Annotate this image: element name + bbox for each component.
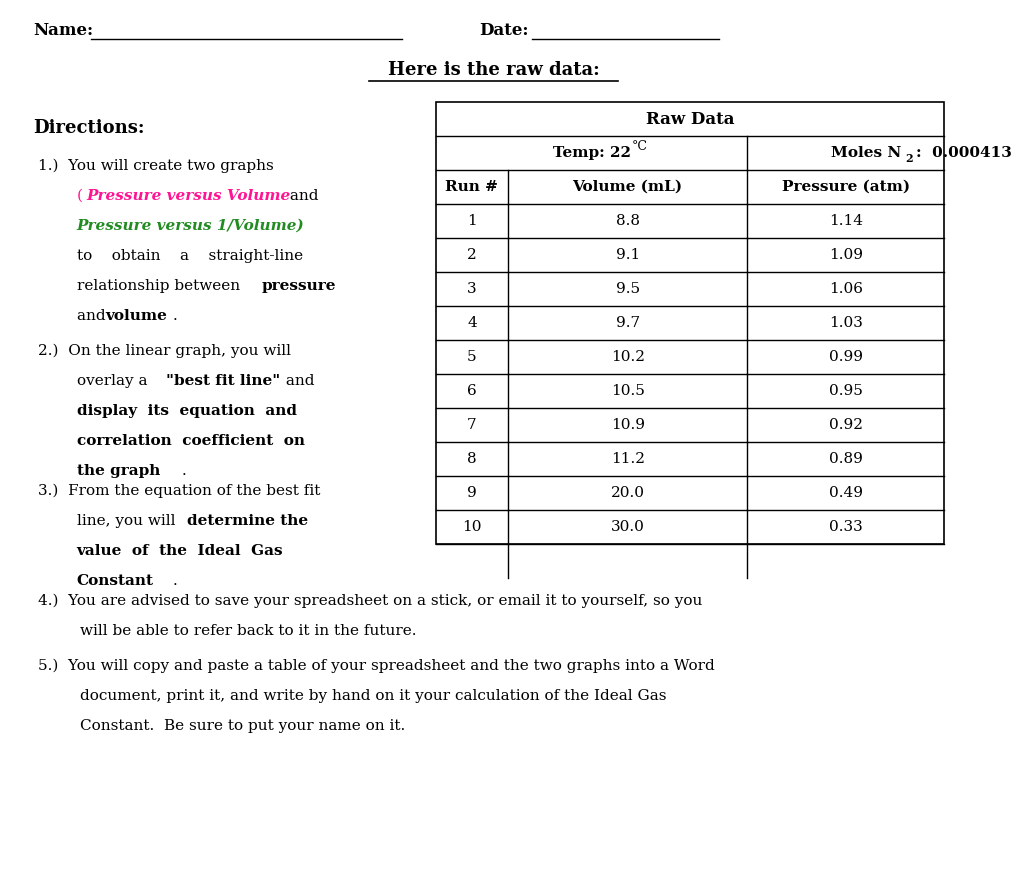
Text: Temp: 22: Temp: 22 xyxy=(553,146,631,160)
Text: 6: 6 xyxy=(467,384,477,398)
Text: 0.49: 0.49 xyxy=(828,486,862,500)
Text: .: . xyxy=(172,309,177,323)
Text: overlay a: overlay a xyxy=(77,374,152,388)
Text: 3: 3 xyxy=(467,282,477,296)
Text: 0.95: 0.95 xyxy=(828,384,862,398)
Text: Raw Data: Raw Data xyxy=(646,110,734,128)
Text: 20.0: 20.0 xyxy=(610,486,645,500)
Text: determine the: determine the xyxy=(186,514,308,528)
Text: 8.8: 8.8 xyxy=(615,214,640,228)
Text: correlation  coefficient  on: correlation coefficient on xyxy=(77,434,305,448)
Text: and: and xyxy=(281,374,314,388)
Text: 9: 9 xyxy=(467,486,477,500)
Text: "best fit line": "best fit line" xyxy=(166,374,280,388)
Text: 1.03: 1.03 xyxy=(828,316,862,330)
Text: Pressure (atm): Pressure (atm) xyxy=(781,180,909,194)
Text: 0.33: 0.33 xyxy=(828,520,862,534)
Text: display  its  equation  and: display its equation and xyxy=(77,404,297,418)
Text: 8: 8 xyxy=(467,452,477,466)
Text: Pressure versus 1/Volume): Pressure versus 1/Volume) xyxy=(77,219,304,233)
Text: 11.2: 11.2 xyxy=(610,452,645,466)
Text: 10.5: 10.5 xyxy=(610,384,644,398)
Text: pressure: pressure xyxy=(261,279,336,293)
Text: volume: volume xyxy=(105,309,167,323)
Text: 0.92: 0.92 xyxy=(828,418,862,432)
Text: line, you will: line, you will xyxy=(77,514,180,528)
Text: (: ( xyxy=(77,189,83,203)
Text: 9.1: 9.1 xyxy=(615,248,640,262)
Text: .: . xyxy=(172,574,177,588)
Text: Name:: Name: xyxy=(34,22,93,39)
Text: Constant: Constant xyxy=(77,574,154,588)
Bar xyxy=(436,102,944,544)
Text: 10.2: 10.2 xyxy=(610,350,645,364)
Text: the graph: the graph xyxy=(77,464,160,478)
Text: 7: 7 xyxy=(467,418,477,432)
Text: Date:: Date: xyxy=(479,22,528,39)
Text: 1.14: 1.14 xyxy=(828,214,862,228)
Text: Here is the raw data:: Here is the raw data: xyxy=(388,61,599,79)
Text: 2.)  On the linear graph, you will: 2.) On the linear graph, you will xyxy=(38,344,292,358)
Text: °C: °C xyxy=(632,141,648,154)
Text: value  of  the  Ideal  Gas: value of the Ideal Gas xyxy=(77,544,284,558)
Text: document, print it, and write by hand on it your calculation of the Ideal Gas: document, print it, and write by hand on… xyxy=(80,689,666,703)
Text: 4.)  You are advised to save your spreadsheet on a stick, or email it to yoursel: 4.) You are advised to save your spreads… xyxy=(38,594,702,608)
Text: .: . xyxy=(182,464,186,478)
Text: 1: 1 xyxy=(467,214,477,228)
Text: 2: 2 xyxy=(905,152,912,163)
Text: 10: 10 xyxy=(462,520,481,534)
Text: Pressure versus Volume: Pressure versus Volume xyxy=(86,189,291,203)
Text: 1.06: 1.06 xyxy=(828,282,862,296)
Text: 9.7: 9.7 xyxy=(615,316,640,330)
Text: 0.99: 0.99 xyxy=(828,350,862,364)
Text: :  0.000413: : 0.000413 xyxy=(915,146,1012,160)
Text: 0.89: 0.89 xyxy=(828,452,862,466)
Text: 9.5: 9.5 xyxy=(615,282,640,296)
Text: 1.)  You will create two graphs: 1.) You will create two graphs xyxy=(38,159,274,173)
Text: 3.)  From the equation of the best fit: 3.) From the equation of the best fit xyxy=(38,484,321,498)
Text: Run #: Run # xyxy=(445,180,499,194)
Text: 2: 2 xyxy=(467,248,477,262)
Text: and: and xyxy=(285,189,318,203)
Text: to    obtain    a    straight-line: to obtain a straight-line xyxy=(77,249,303,263)
Text: Directions:: Directions: xyxy=(34,119,145,137)
Text: relationship between: relationship between xyxy=(77,279,245,293)
Text: and: and xyxy=(77,309,111,323)
Text: 10.9: 10.9 xyxy=(610,418,645,432)
Text: Moles N: Moles N xyxy=(831,146,901,160)
Text: Volume (mL): Volume (mL) xyxy=(572,180,683,194)
Text: 4: 4 xyxy=(467,316,477,330)
Text: 30.0: 30.0 xyxy=(610,520,644,534)
Text: 5.)  You will copy and paste a table of your spreadsheet and the two graphs into: 5.) You will copy and paste a table of y… xyxy=(38,659,715,673)
Text: Constant.  Be sure to put your name on it.: Constant. Be sure to put your name on it… xyxy=(80,719,404,733)
Text: 5: 5 xyxy=(467,350,477,364)
Text: 1.09: 1.09 xyxy=(828,248,862,262)
Text: will be able to refer back to it in the future.: will be able to refer back to it in the … xyxy=(80,624,416,638)
